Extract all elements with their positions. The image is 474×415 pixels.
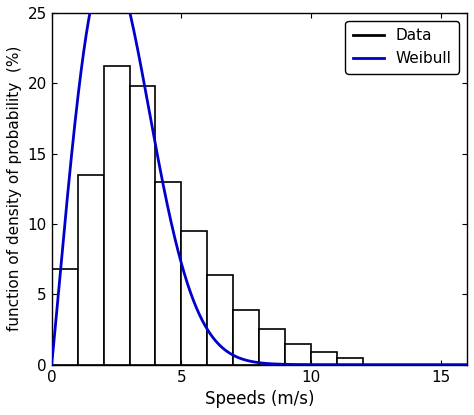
Bar [103, 66, 129, 365]
Bar [52, 269, 78, 365]
X-axis label: Speeds (m/s): Speeds (m/s) [205, 390, 314, 408]
Bar [182, 231, 208, 365]
Bar [129, 86, 155, 365]
Bar [155, 182, 182, 365]
Bar [78, 175, 103, 365]
Bar [337, 358, 363, 365]
Bar [285, 344, 311, 365]
Bar [311, 352, 337, 365]
Bar [259, 330, 285, 365]
Bar [233, 310, 259, 365]
Legend: Data, Weibull: Data, Weibull [346, 21, 459, 73]
Bar [208, 275, 233, 365]
Y-axis label: function of density of probability  (%): function of density of probability (%) [7, 46, 22, 332]
